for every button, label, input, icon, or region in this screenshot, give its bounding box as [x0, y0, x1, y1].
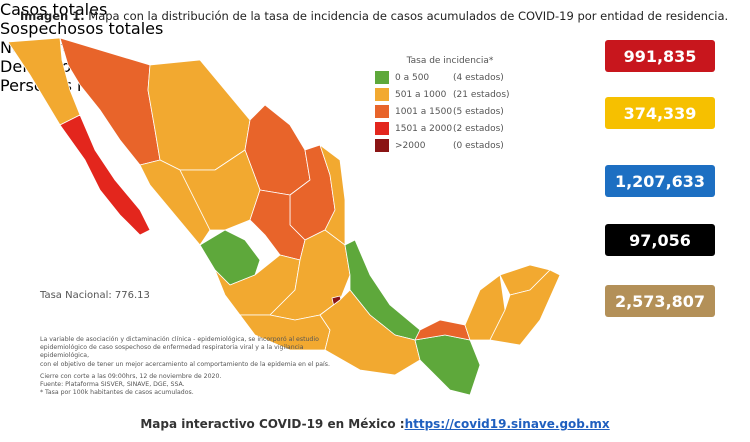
title: Imagen 1. Mapa con la distribución de la… — [20, 9, 728, 23]
stat-value: 991,835 — [605, 40, 715, 72]
legend-count: (21 estados) — [453, 89, 510, 100]
title-label: Imagen 1. — [20, 9, 85, 23]
note-line: Cierre con corte a las 09:00hrs, 12 de n… — [40, 372, 222, 380]
legend-range: 0 a 500 — [395, 72, 430, 83]
stat-value: 97,056 — [605, 224, 715, 256]
state-chih — [147, 59, 251, 171]
note-line: epidemiológico de caso sospechoso de enf… — [40, 344, 304, 360]
state-bcs — [59, 114, 151, 236]
legend-range: 1501 a 2000 — [395, 123, 453, 134]
state-chis — [414, 334, 481, 396]
legend-swatch — [375, 122, 389, 135]
legend-count: (0 estados) — [453, 140, 504, 151]
legend: Tasa de incidencia* 0 a 500 (4 estados) 50… — [375, 56, 525, 154]
legend-count: (5 estados) — [453, 106, 504, 117]
footer-link[interactable]: https://covid19.sinave.gob.mx — [404, 417, 610, 431]
stat-value: 2,573,807 — [605, 285, 715, 317]
legend-swatch — [375, 71, 389, 84]
footer-text: Mapa interactivo COVID-19 en México : — [140, 417, 405, 431]
legend-range: 1001 a 1500 — [395, 106, 453, 117]
note: La variable de asociación y dictaminació… — [40, 336, 340, 397]
legend-row: 1501 a 2000 (2 estados) — [375, 120, 525, 137]
stat-value: 1,207,633 — [605, 165, 715, 197]
state-qroo — [489, 269, 561, 346]
stat-label: Sospechosos totales — [0, 19, 164, 38]
legend-range: >2000 — [395, 140, 426, 151]
legend-count: (2 estados) — [453, 123, 504, 134]
map — [7, 37, 561, 396]
state-sin — [139, 159, 211, 246]
legend-swatch — [375, 105, 389, 118]
legend-row: >2000 (0 estados) — [375, 137, 525, 154]
national-rate: Tasa Nacional: 776.13 — [40, 290, 150, 301]
footer: Mapa interactivo COVID-19 en México :htt… — [0, 417, 750, 431]
note-line: La variable de asociación y dictaminació… — [40, 336, 319, 343]
legend-row: 1001 a 1500 (5 estados) — [375, 103, 525, 120]
note-line: * Tasa por 100k habitantes de casos acum… — [40, 389, 194, 397]
note-line: Fuente: Plataforma SISVER, SINAVE, DGE, … — [40, 381, 185, 389]
legend-row: 0 a 500 (4 estados) — [375, 69, 525, 86]
stat-label: Casos totales — [0, 0, 108, 19]
title-text: Mapa con la distribución de la tasa de i… — [88, 9, 729, 23]
legend-count: (4 estados) — [453, 72, 504, 83]
legend-rows: 0 a 500 (4 estados) 501 a 1000 (21 estados)… — [375, 69, 525, 154]
note-line: con el objetivo de tener un mejor acerca… — [40, 360, 330, 368]
legend-row: 501 a 1000 (21 estados) — [375, 86, 525, 103]
stat-value: 374,339 — [605, 97, 715, 129]
legend-range: 501 a 1000 — [395, 89, 447, 100]
legend-swatch — [375, 88, 389, 101]
legend-swatch — [375, 139, 389, 152]
legend-title: Tasa de incidencia* — [406, 56, 494, 66]
